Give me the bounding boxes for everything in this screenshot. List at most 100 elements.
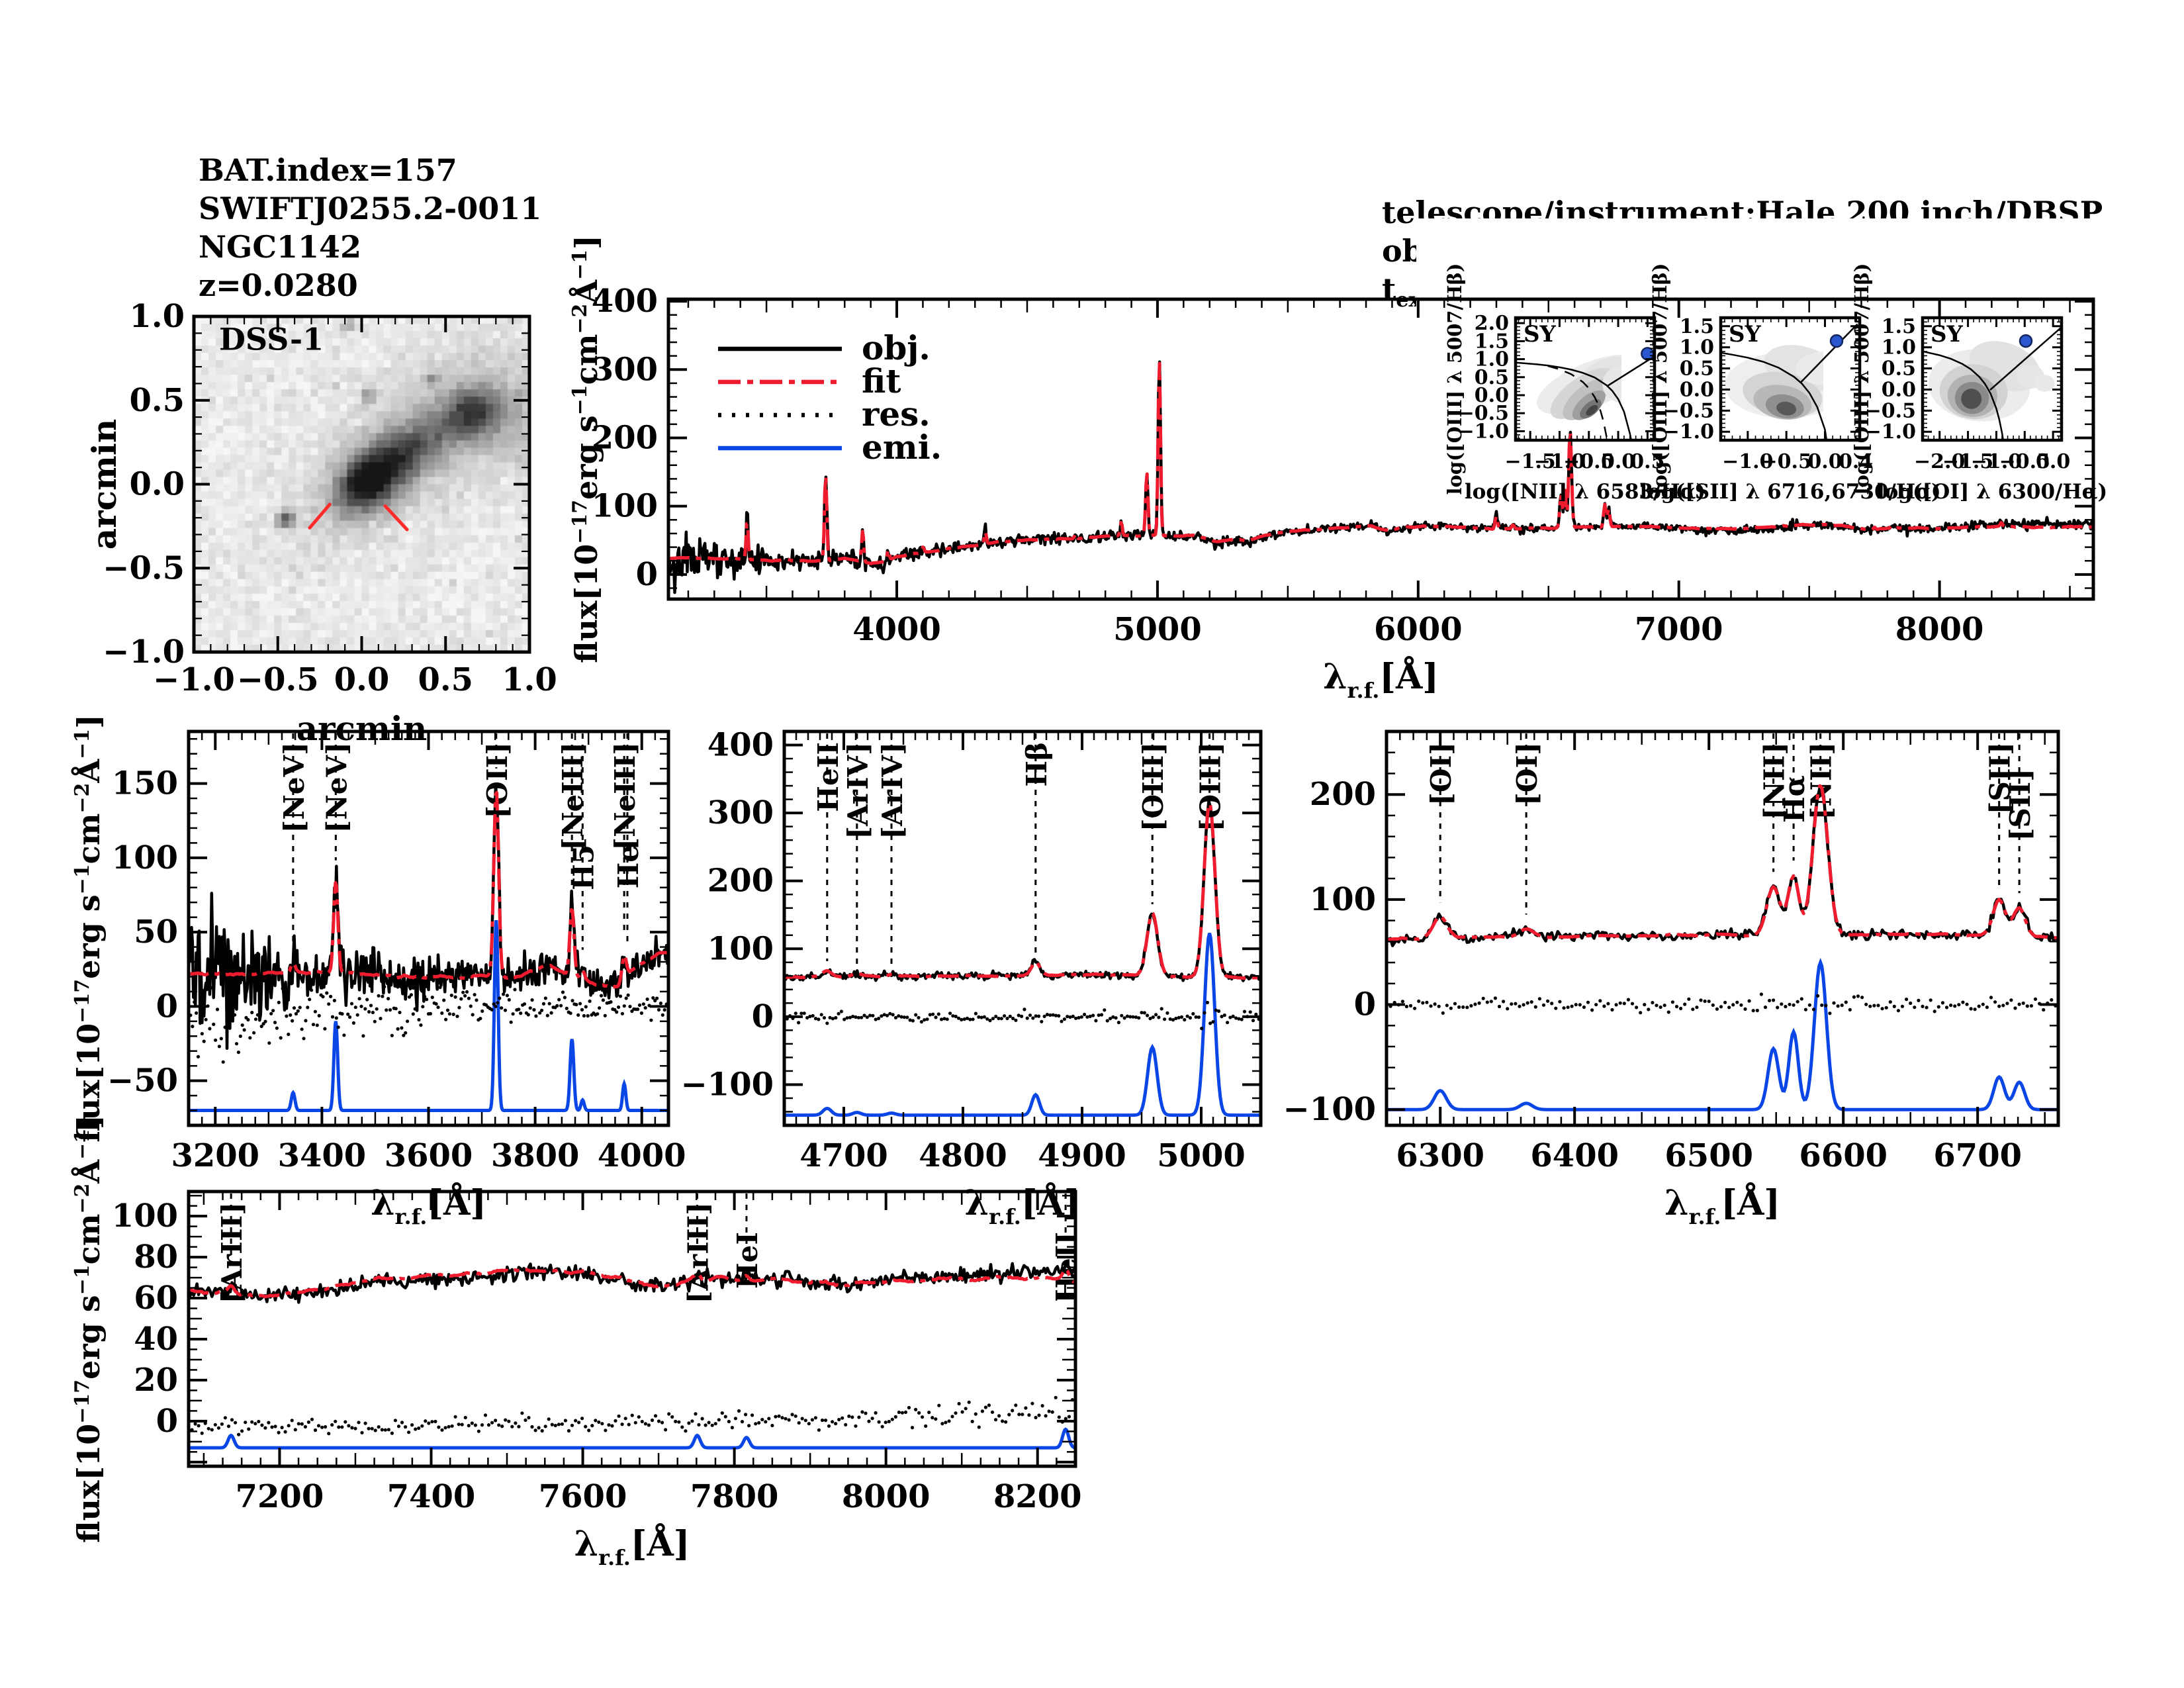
residual-dot: [1177, 1015, 1181, 1019]
residual-dot: [1211, 1020, 1215, 1024]
x-tick-label: 6500: [1664, 1137, 1753, 1174]
residual-dot: [273, 1425, 277, 1429]
residual-dot: [367, 1427, 371, 1430]
y-tick-label: 400: [707, 727, 774, 764]
residual-dot: [349, 1002, 354, 1006]
residual-dot: [1763, 1006, 1768, 1009]
residual-dot: [457, 1006, 461, 1009]
residual-dot: [1896, 1009, 1900, 1013]
dss-y-tick: 1.0: [129, 298, 185, 335]
bpt-x-tick: 0.5: [1630, 450, 1664, 473]
residual-dot: [1214, 1008, 1218, 1012]
residual-dot: [799, 1011, 803, 1015]
residual-dot: [700, 1417, 704, 1421]
residual-dot: [897, 1014, 901, 1018]
cloud-layer: [2034, 375, 2055, 392]
residual-dot: [653, 1414, 658, 1418]
residual-dot: [844, 1423, 848, 1427]
residual-dot: [954, 1014, 958, 1019]
residual-dot: [505, 994, 510, 998]
bpt-x-tick: 0.0: [2036, 450, 2070, 473]
residual-dot: [1021, 1413, 1024, 1417]
residual-dot: [244, 1421, 248, 1425]
residual-dot: [387, 1428, 391, 1432]
residual-dot: [1477, 1001, 1481, 1005]
residual-dot: [1165, 1011, 1169, 1015]
residual-dot: [253, 1017, 258, 1021]
residual-dot: [379, 1017, 383, 1021]
residual-dot: [324, 1425, 328, 1429]
residual-dot: [1067, 1415, 1071, 1419]
residual-dot: [463, 994, 467, 998]
residual-dot: [357, 997, 361, 1001]
residual-dot: [1140, 1011, 1144, 1015]
residual-dot: [325, 991, 329, 995]
residual-dot: [623, 1417, 627, 1421]
bpt-y-tick: −0.5: [1865, 399, 1916, 422]
residual-dot: [1610, 1008, 1614, 1012]
object-spectrum-curve: [666, 360, 2094, 594]
residual-dot: [580, 1008, 584, 1011]
residual-dot: [545, 1013, 549, 1017]
residual-dot: [513, 988, 517, 992]
bpt-y-tick: −0.5: [1458, 402, 1509, 425]
residual-dot: [874, 1017, 878, 1021]
residual-dot: [880, 1425, 884, 1429]
y-tick-label: 0: [156, 1403, 178, 1440]
bpt-x-tick: −1.0: [1534, 450, 1585, 473]
residual-dot: [1034, 1415, 1038, 1420]
residual-dot: [1949, 1004, 1953, 1008]
residual-dot: [304, 1019, 308, 1023]
y-tick-label: 40: [134, 1321, 178, 1358]
residual-dot: [1060, 1019, 1064, 1023]
residual-dot: [290, 1419, 294, 1423]
residual-dot: [1011, 1409, 1015, 1413]
residual-dot: [550, 1423, 554, 1427]
residual-dot: [713, 1422, 717, 1426]
residual-dot: [541, 1002, 546, 1006]
residual-dot: [1981, 1002, 1985, 1006]
bpt-data-point: [1829, 334, 1844, 348]
residual-dot: [1590, 1008, 1594, 1012]
residual-dot: [347, 1424, 351, 1428]
residual-dot: [1525, 1001, 1529, 1005]
residual-dot: [557, 998, 561, 1002]
residual-dot: [396, 1425, 401, 1429]
residual-dot: [1217, 1009, 1221, 1013]
residual-dot: [822, 1015, 827, 1020]
residual-dot: [1054, 1395, 1058, 1399]
residual-dot: [1040, 1019, 1044, 1023]
x-tick-label: 6000: [1374, 611, 1463, 648]
residual-dot: [1747, 999, 1751, 1003]
bpt-y-tick: 1.0: [1475, 348, 1509, 371]
residual-dot: [639, 1011, 644, 1015]
residual-dot: [900, 1411, 904, 1415]
residual-dot: [287, 1424, 291, 1428]
line-marker-label: [NeV]: [320, 742, 353, 833]
residual-dot: [371, 1010, 375, 1015]
residual-dot: [425, 998, 429, 1002]
legend-label: res.: [862, 395, 931, 434]
residual-dot: [1921, 1004, 1925, 1008]
residual-dot: [1578, 1003, 1582, 1007]
residual-dot: [957, 1401, 961, 1406]
residual-dot: [1151, 1015, 1155, 1019]
residual-dot: [1154, 1013, 1158, 1017]
residual-dot: [1973, 1008, 1977, 1011]
residual-dot: [851, 1014, 855, 1019]
legend-label: fit: [862, 361, 901, 400]
residual-dot: [361, 1034, 365, 1038]
residual-dot: [363, 1007, 367, 1011]
residual-dot: [1485, 1000, 1489, 1004]
residual-dot: [667, 1412, 671, 1416]
residual-dot: [609, 1000, 613, 1004]
residual-dot: [273, 1021, 277, 1025]
residual-dot: [263, 1019, 267, 1023]
residual-dot: [1064, 1417, 1068, 1421]
residual-dot: [1071, 1014, 1075, 1018]
residual-dot: [633, 1421, 637, 1425]
residual-dot: [1103, 1008, 1107, 1012]
x-axis-label: λr.f.[Å]: [371, 1182, 486, 1229]
bpt-x-tick: −1.0: [1722, 450, 1773, 473]
